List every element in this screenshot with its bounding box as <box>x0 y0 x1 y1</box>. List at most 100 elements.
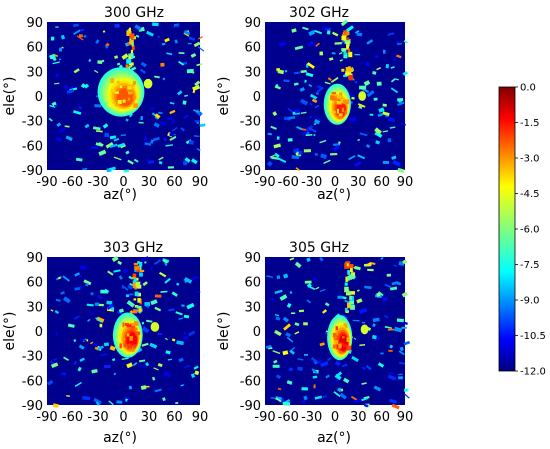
heatmap-hotspot <box>131 349 135 352</box>
heatmap-speckle <box>105 42 110 47</box>
heatmap-speckle <box>358 307 368 314</box>
heatmap-speckle <box>364 285 372 290</box>
heatmap-speckle <box>357 138 361 142</box>
heatmap-speckle <box>193 365 199 370</box>
heatmap-speckle <box>80 264 87 270</box>
heatmap-speckle <box>299 87 306 92</box>
heatmap-speckle <box>182 114 189 119</box>
heatmap-speckle <box>387 117 396 123</box>
heatmap-speckle <box>113 269 121 273</box>
heatmap-hotspot <box>123 337 126 341</box>
heatmap-speckle <box>387 371 395 375</box>
heatmap-speckle <box>176 282 180 286</box>
heatmap-speckle <box>356 32 363 37</box>
heatmap-hotspot <box>126 324 132 328</box>
heatmap-speckle <box>193 109 199 113</box>
y-tick-label: -90 <box>22 399 43 414</box>
heatmap-streak <box>137 261 140 264</box>
heatmap-speckle <box>73 29 81 36</box>
heatmap-speckle <box>175 401 179 405</box>
heatmap-speckle <box>389 398 398 404</box>
y-tick-label: 30 <box>26 300 43 315</box>
heatmap-speckle <box>309 102 313 106</box>
heatmap-speckle <box>333 391 341 398</box>
heatmap-speckle <box>135 34 140 38</box>
heatmap-speckle <box>97 294 103 300</box>
heatmap-hotspot <box>342 336 345 339</box>
x-tick-label: 90 <box>192 410 209 425</box>
heatmap-speckle <box>94 104 102 108</box>
heatmap-speckle <box>390 78 396 83</box>
colorbar-tick-label: -12.0 <box>520 367 546 378</box>
heatmap-speckle <box>323 159 331 165</box>
heatmap-hotspot <box>338 114 342 120</box>
heatmap-speckle <box>399 362 406 365</box>
heatmap-hotspot <box>126 333 130 337</box>
heatmap-speckle <box>181 304 185 307</box>
heatmap-speckle <box>142 281 148 287</box>
heatmap-speckle <box>404 388 409 392</box>
heatmap-speckle <box>380 352 384 355</box>
heatmap-streak <box>134 305 139 308</box>
heatmap-hotspot <box>335 340 339 345</box>
heatmap-speckle <box>92 343 98 347</box>
heatmap-streak <box>133 262 139 266</box>
heatmap-speckle <box>196 148 201 152</box>
heatmap-speckle <box>330 77 339 83</box>
heatmap-speckle <box>166 52 173 56</box>
heatmap-speckle <box>387 328 395 331</box>
heatmap-hotspot <box>332 94 338 99</box>
heatmap-speckle <box>315 42 320 47</box>
heatmap-speckle <box>288 367 293 372</box>
heatmap-speckle <box>303 322 308 326</box>
heatmap-speckle <box>382 297 388 302</box>
heatmap-speckle <box>123 169 129 173</box>
heatmap-speckle <box>78 274 83 279</box>
heatmap-speckle <box>354 53 360 56</box>
heatmap-speckle <box>145 385 150 388</box>
heatmap-hotspot <box>345 325 348 329</box>
heatmap-speckle <box>272 111 278 117</box>
x-tick-label: -60 <box>62 410 83 425</box>
heatmap-speckle <box>272 364 280 368</box>
heatmap-speckle <box>162 371 172 378</box>
heatmap-speckle <box>398 376 403 380</box>
heatmap-hotspot <box>135 331 141 336</box>
heatmap-streak <box>128 27 131 32</box>
heatmap-speckle <box>164 337 168 341</box>
heatmap-speckle <box>387 32 395 36</box>
heatmap-speckle <box>366 261 373 267</box>
heatmap-speckle <box>265 344 272 349</box>
heatmap-speckle <box>52 61 60 65</box>
heatmap-speckle <box>139 68 146 74</box>
heatmap-speckle <box>389 344 394 349</box>
heatmap-speckle <box>336 388 342 393</box>
heatmap-hotspot <box>132 96 137 100</box>
heatmap-speckle <box>276 275 281 279</box>
heatmap-speckle <box>138 121 144 124</box>
heatmap-streak <box>351 272 356 277</box>
heatmap-speckle <box>183 331 187 335</box>
heatmap-speckle <box>275 397 282 403</box>
heatmap-hotspot <box>122 99 126 103</box>
heatmap-speckle <box>58 126 67 134</box>
heatmap-speckle <box>159 271 167 278</box>
heatmap-speckle <box>308 285 316 291</box>
heatmap-speckle <box>303 395 308 401</box>
heatmap-speckle <box>308 30 316 36</box>
heatmap-speckle <box>199 123 206 128</box>
heatmap-speckle <box>97 59 105 64</box>
heatmap-speckle <box>167 166 174 169</box>
heatmap-speckle <box>96 316 105 323</box>
heatmap-speckle <box>316 86 324 93</box>
x-tick-label: -60 <box>278 175 299 190</box>
heatmap-speckle <box>305 134 313 137</box>
heatmap-hotspot <box>111 89 116 93</box>
heatmap-hotspot <box>332 332 337 338</box>
heatmap-sidelobe <box>358 91 367 101</box>
heatmap-speckle <box>297 366 303 371</box>
heatmap-speckle <box>399 346 404 352</box>
heatmap-speckle <box>140 385 147 390</box>
x-tick-label: 30 <box>141 175 158 190</box>
